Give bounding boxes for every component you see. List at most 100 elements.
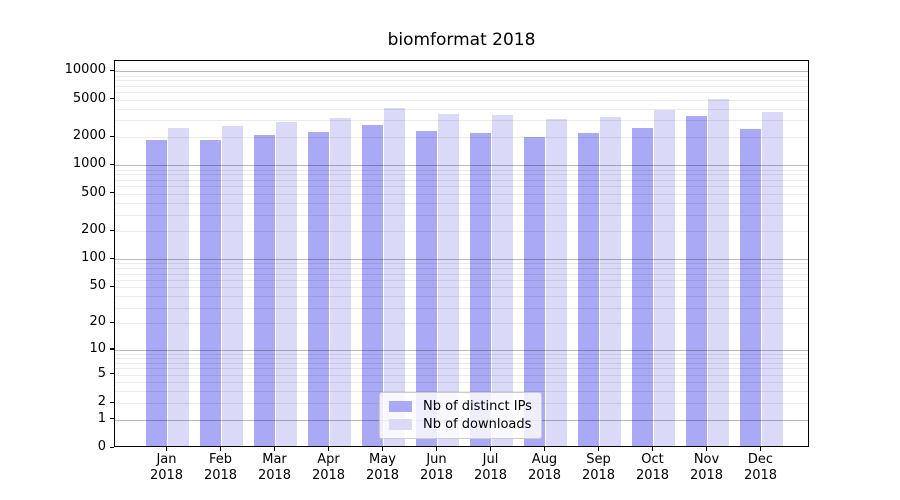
gridline-minor bbox=[115, 279, 808, 281]
y-tick bbox=[110, 163, 114, 166]
gridline-minor bbox=[115, 231, 808, 233]
legend-swatch-downloads bbox=[389, 419, 412, 430]
legend-item-downloads: Nb of downloads bbox=[389, 417, 532, 432]
gridline-minor bbox=[115, 92, 808, 94]
x-tick bbox=[166, 447, 168, 451]
gridline-minor bbox=[115, 391, 808, 393]
x-tick bbox=[274, 447, 276, 451]
x-tick bbox=[760, 447, 762, 451]
bar-distinct-ips bbox=[469, 133, 492, 446]
legend: Nb of distinct IPs Nb of downloads bbox=[379, 392, 542, 439]
gridline-minor bbox=[115, 268, 808, 270]
gridline-minor bbox=[115, 169, 808, 171]
bar-distinct-ips bbox=[253, 135, 276, 446]
x-tick-label: Aug 2018 bbox=[527, 452, 562, 483]
bar-downloads bbox=[275, 122, 298, 446]
gridline-minor bbox=[115, 323, 808, 325]
chart-title: biomformat 2018 bbox=[387, 30, 536, 50]
x-tick bbox=[598, 447, 600, 451]
gridline-minor bbox=[115, 137, 808, 139]
gridline-minor bbox=[115, 273, 808, 275]
bar-downloads bbox=[491, 115, 514, 446]
gridline-minor bbox=[115, 108, 808, 110]
gridline-major bbox=[115, 259, 808, 261]
y-tick-label: 1000 bbox=[72, 156, 106, 172]
bar-downloads bbox=[653, 109, 676, 446]
y-tick-label: 5 bbox=[97, 365, 106, 381]
bar-distinct-ips bbox=[739, 129, 762, 446]
y-tick bbox=[110, 192, 114, 194]
bar-distinct-ips bbox=[199, 140, 222, 446]
gridline-minor bbox=[115, 358, 808, 360]
gridline-minor bbox=[115, 214, 808, 216]
y-tick bbox=[110, 69, 114, 71]
y-tick-label: 2 bbox=[97, 394, 106, 410]
bar-distinct-ips bbox=[361, 125, 384, 446]
y-tick-label: 10 bbox=[89, 340, 106, 356]
y-tick bbox=[110, 257, 114, 259]
bar-distinct-ips bbox=[685, 116, 708, 446]
x-tick bbox=[328, 447, 330, 451]
x-tick bbox=[220, 447, 222, 451]
gridline-minor bbox=[115, 174, 808, 176]
x-tick-label: Nov 2018 bbox=[689, 452, 724, 483]
y-tick bbox=[110, 418, 114, 420]
y-tick-label: 50 bbox=[89, 278, 106, 294]
gridline-minor bbox=[115, 368, 808, 370]
bar-distinct-ips bbox=[415, 130, 438, 446]
x-tick-label: Oct 2018 bbox=[635, 452, 670, 483]
gridline-minor bbox=[115, 362, 808, 364]
y-tick-label: 500 bbox=[81, 184, 106, 200]
plot-area: Nb of distinct IPs Nb of downloads bbox=[114, 60, 809, 447]
bar-distinct-ips bbox=[631, 127, 654, 446]
gridline-minor bbox=[115, 353, 808, 355]
x-tick-label: Mar 2018 bbox=[257, 452, 292, 483]
y-tick-label: 200 bbox=[81, 222, 106, 238]
bar-downloads bbox=[167, 128, 190, 446]
gridline-minor bbox=[115, 202, 808, 204]
y-tick-label: 0 bbox=[97, 439, 106, 454]
y-tick-label: 20 bbox=[89, 314, 106, 330]
x-tick bbox=[490, 447, 492, 451]
legend-swatch-distinct-ips bbox=[389, 401, 412, 412]
gridline-major bbox=[115, 349, 808, 351]
gridline-minor bbox=[115, 307, 808, 309]
legend-item-distinct-ips: Nb of distinct IPs bbox=[389, 399, 532, 414]
bar-downloads bbox=[329, 118, 352, 446]
x-tick bbox=[706, 447, 708, 451]
y-tick bbox=[110, 98, 114, 100]
bar-downloads bbox=[383, 108, 406, 446]
y-tick bbox=[110, 401, 114, 403]
y-tick bbox=[110, 373, 114, 375]
y-tick-label: 2000 bbox=[72, 128, 106, 144]
bar-downloads bbox=[221, 125, 244, 446]
bar-distinct-ips bbox=[307, 131, 330, 446]
x-tick-label: May 2018 bbox=[365, 452, 400, 483]
x-tick-label: Feb 2018 bbox=[203, 452, 238, 483]
gridline-minor bbox=[115, 120, 808, 122]
gridline-minor bbox=[115, 374, 808, 376]
gridline-minor bbox=[115, 382, 808, 384]
y-tick bbox=[110, 285, 114, 287]
gridline-minor bbox=[115, 296, 808, 298]
y-tick bbox=[110, 446, 114, 448]
bar-downloads bbox=[599, 116, 622, 446]
gridline-minor bbox=[115, 80, 808, 82]
bar-downloads bbox=[437, 114, 460, 446]
gridline-minor bbox=[115, 75, 808, 77]
legend-label-downloads: Nb of downloads bbox=[423, 417, 532, 432]
y-tick-label: 100 bbox=[81, 250, 106, 266]
gridline-minor bbox=[115, 193, 808, 195]
x-tick-label: Apr 2018 bbox=[311, 452, 346, 483]
bar-downloads bbox=[707, 99, 730, 446]
y-tick-label: 5000 bbox=[72, 90, 106, 106]
bar-distinct-ips bbox=[577, 133, 600, 446]
x-tick-label: Jun 2018 bbox=[419, 452, 454, 483]
gridline-minor bbox=[115, 85, 808, 87]
y-tick bbox=[110, 348, 114, 350]
x-tick-label: Jul 2018 bbox=[473, 452, 508, 483]
x-tick bbox=[436, 447, 438, 451]
x-tick bbox=[382, 447, 384, 451]
x-tick bbox=[544, 447, 546, 451]
gridline-minor bbox=[115, 287, 808, 289]
